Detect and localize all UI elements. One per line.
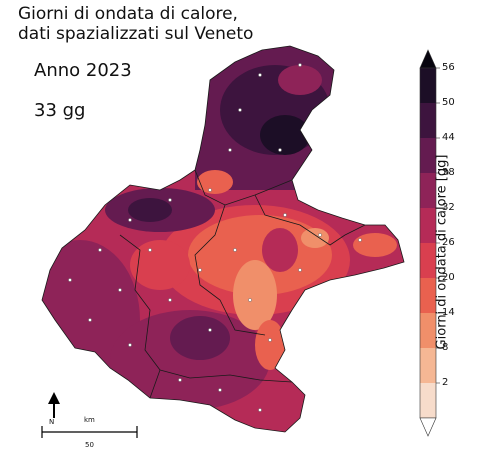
title-line-1: Giorni di ondata di calore,: [18, 4, 238, 24]
south-core: [170, 316, 230, 360]
colorbar-tick-label: 50: [442, 97, 455, 108]
belluno-valley: [197, 170, 233, 194]
colorbar-tick-label: 26: [442, 237, 455, 248]
east-light: [301, 228, 329, 248]
days-label: 33 gg: [34, 100, 86, 121]
colorbar: [419, 49, 440, 437]
scale-unit-label: km: [84, 416, 95, 424]
colorbar-segment: [420, 278, 436, 313]
colorbar-segment: [420, 313, 436, 348]
colorbar-tick-label: 2: [442, 377, 449, 388]
scale-value-label: 50: [85, 441, 94, 449]
vicenza-band: [130, 240, 190, 290]
colorbar-label: Giorni di ondata di calore [gg]: [434, 154, 450, 350]
colorbar-extend-min: [419, 417, 437, 437]
scale-bar: [41, 426, 138, 438]
colorbar-tick-label: 44: [442, 132, 455, 143]
delta-band: [255, 320, 285, 370]
colorbar-tick-label: 14: [442, 307, 455, 318]
colorbar-segment: [420, 173, 436, 208]
colorbar-segment: [420, 243, 436, 278]
plain-band-14: [233, 260, 277, 330]
colorbar-segment: [420, 138, 436, 173]
colorbar-segment: [420, 348, 436, 383]
map-title: Giorni di ondata di calore, dati spazial…: [18, 4, 253, 44]
central-dark: [262, 228, 298, 272]
north-label: N: [49, 418, 55, 426]
alps-peak: [260, 115, 310, 155]
north-arrow-icon: [48, 392, 60, 418]
south-band: [110, 310, 270, 410]
year-label: Anno 2023: [34, 60, 132, 81]
colorbar-segment: [420, 208, 436, 243]
prealps-core: [128, 198, 172, 222]
colorbar-segment: [420, 103, 436, 138]
title-line-2: dati spazializzati sul Veneto: [18, 24, 254, 44]
colorbar-tick-label: 20: [442, 272, 455, 283]
colorbar-segment: [420, 383, 436, 418]
colorbar-tick-label: 38: [442, 167, 455, 178]
colorbar-tick-label: 8: [442, 342, 449, 353]
station-points: [68, 63, 362, 412]
alps-valley: [278, 65, 322, 95]
colorbar-tick-label: 32: [442, 202, 455, 213]
colorbar-segment: [420, 68, 436, 103]
colorbar-extend-max: [419, 49, 437, 69]
province-borders: [41, 45, 405, 433]
plain-band-20: [188, 215, 332, 295]
coast-band: [353, 233, 397, 257]
colorbar-tick-label: 56: [442, 62, 455, 73]
